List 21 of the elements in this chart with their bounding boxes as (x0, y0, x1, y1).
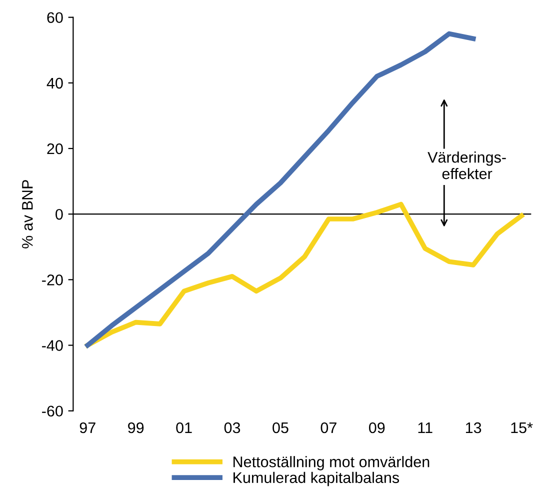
x-tick-label: 11 (418, 422, 432, 434)
legend-label: Kumulerad kapitalbalans (234, 472, 400, 486)
x-tick-label: 03 (224, 422, 240, 434)
annotation: Värderings- effekter (428, 152, 506, 180)
x-tick-label: 99 (128, 422, 144, 434)
y-tick-label: 20 (47, 143, 63, 154)
y-tick-label: -40 (42, 340, 63, 351)
x-tick-label: 05 (272, 422, 288, 434)
y-tick-label: 60 (47, 12, 63, 24)
y-axis-title: % av BNP (22, 180, 33, 248)
x-tick-label: 07 (320, 422, 336, 434)
y-tick-label: -60 (42, 406, 63, 417)
x-tick-label: 97 (80, 422, 96, 434)
x-tick-label: 15* (511, 422, 533, 434)
x-tick-label: 09 (368, 422, 385, 434)
x-tick-label: 13 (466, 422, 482, 434)
legend-label: Nettoställning mot omvärlden (234, 456, 430, 470)
x-tick-label: 01 (176, 422, 192, 434)
y-tick-label: 0 (56, 208, 63, 220)
y-tick-label: 40 (46, 78, 63, 89)
y-tick-label: -20 (42, 274, 63, 286)
